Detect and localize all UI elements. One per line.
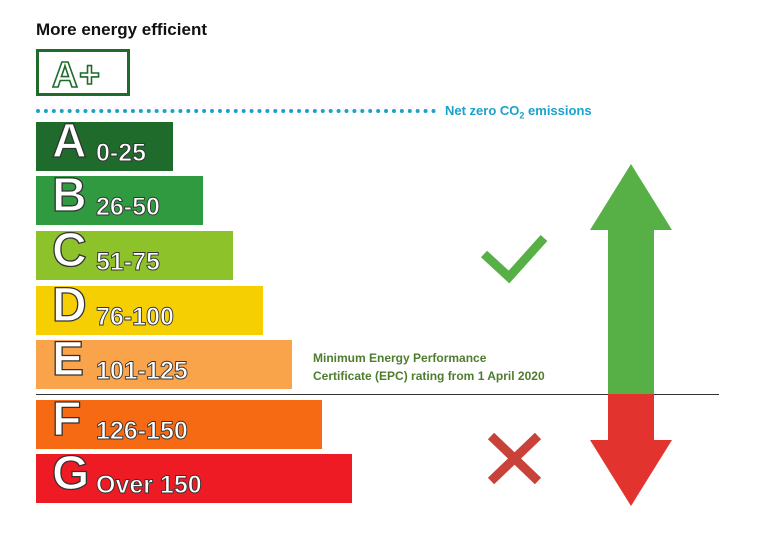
band-c-range: 51-75 <box>96 248 161 276</box>
band-b-range: 26-50 <box>96 193 161 221</box>
double-arrow-icon-up <box>590 164 672 394</box>
band-c: C 51-75 <box>36 226 233 280</box>
band-f-letter: F <box>51 393 82 446</box>
band-g-letter: G <box>51 447 90 500</box>
band-f-range: 126-150 <box>96 417 189 445</box>
band-d-letter: D <box>51 279 87 332</box>
band-b-letter: B <box>51 169 87 222</box>
band-g: G Over 150 <box>36 449 352 503</box>
net-zero-dotted-line <box>36 109 436 113</box>
band-e-range: 101-125 <box>96 357 189 385</box>
band-f: F 126-150 <box>36 395 322 449</box>
band-d: D 76-100 <box>36 281 263 335</box>
more-efficient-heading: More energy efficient <box>36 20 207 39</box>
band-d-range: 76-100 <box>96 303 175 331</box>
band-a-letter: A <box>51 115 87 168</box>
a-plus-rating-box: A+ <box>36 49 130 96</box>
band-g-range: Over 150 <box>96 471 203 499</box>
a-plus-label: A+ <box>51 53 102 96</box>
minimum-threshold-line <box>36 394 719 395</box>
double-arrow-icon-down <box>590 394 672 506</box>
minimum-epc-label-line2: Certificate (EPC) rating from 1 April 20… <box>313 369 545 383</box>
band-e: E 101-125 <box>36 335 292 389</box>
cross-icon <box>487 432 542 485</box>
band-a: A 0-25 <box>36 117 173 171</box>
net-zero-label: Net zero CO2 emissions <box>445 103 592 121</box>
minimum-epc-label: Minimum Energy Performance Certificate (… <box>313 349 545 385</box>
minimum-epc-label-line1: Minimum Energy Performance <box>313 351 487 365</box>
band-b: B 26-50 <box>36 171 203 225</box>
band-e-letter: E <box>51 333 85 386</box>
checkmark-icon <box>480 234 548 284</box>
band-c-letter: C <box>51 224 87 277</box>
band-a-range: 0-25 <box>96 139 147 167</box>
